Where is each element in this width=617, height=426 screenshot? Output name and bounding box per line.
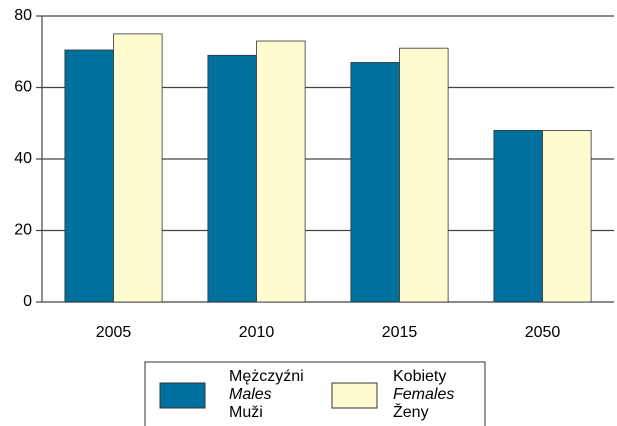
x-tick-label: 2050 — [525, 324, 561, 341]
bar — [493, 129, 543, 303]
x-tick-label: 2010 — [239, 324, 275, 341]
bar — [113, 33, 163, 303]
y-tick-label: 80 — [14, 7, 32, 24]
legend-box — [144, 361, 486, 426]
y-tick-label: 60 — [14, 79, 32, 96]
legend-swatch — [159, 382, 206, 409]
legend-label: Ženy — [393, 402, 429, 421]
x-tick-label: 2005 — [96, 324, 132, 341]
legend-label: Males — [229, 386, 272, 403]
legend-label: Mężczyźni — [229, 368, 304, 385]
y-tick-label: 0 — [23, 293, 32, 310]
bar — [256, 40, 306, 303]
bar — [64, 49, 114, 303]
bar — [350, 62, 400, 303]
bar — [542, 129, 592, 303]
bar — [399, 47, 449, 303]
legend-label: Females — [393, 386, 454, 403]
legend-swatch — [331, 382, 378, 409]
x-tick-label: 2015 — [382, 324, 418, 341]
legend-label: Muži — [229, 404, 263, 421]
y-tick-label: 40 — [14, 150, 32, 167]
bar — [207, 54, 257, 303]
y-tick-label: 20 — [14, 222, 32, 239]
legend-label: Kobiety — [393, 368, 446, 385]
